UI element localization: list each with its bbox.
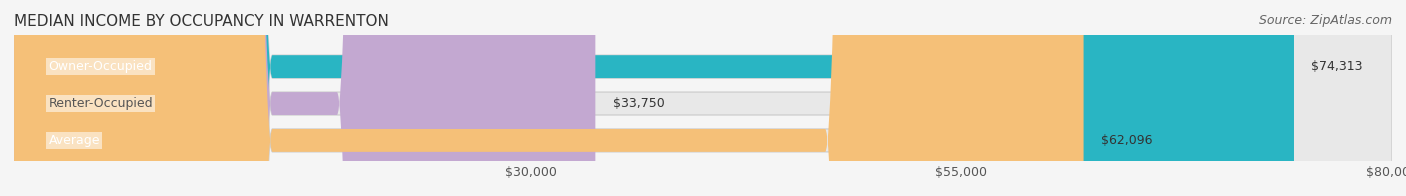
Text: MEDIAN INCOME BY OCCUPANCY IN WARRENTON: MEDIAN INCOME BY OCCUPANCY IN WARRENTON xyxy=(14,14,389,29)
FancyBboxPatch shape xyxy=(14,0,1294,196)
FancyBboxPatch shape xyxy=(14,0,1084,196)
Text: Source: ZipAtlas.com: Source: ZipAtlas.com xyxy=(1258,14,1392,27)
Text: Renter-Occupied: Renter-Occupied xyxy=(48,97,153,110)
Text: Average: Average xyxy=(48,134,100,147)
FancyBboxPatch shape xyxy=(14,0,595,196)
Text: $33,750: $33,750 xyxy=(613,97,664,110)
FancyBboxPatch shape xyxy=(14,0,1392,196)
Text: $62,096: $62,096 xyxy=(1101,134,1153,147)
Text: Owner-Occupied: Owner-Occupied xyxy=(48,60,152,73)
FancyBboxPatch shape xyxy=(14,0,1392,196)
FancyBboxPatch shape xyxy=(14,0,1392,196)
Text: $74,313: $74,313 xyxy=(1312,60,1362,73)
